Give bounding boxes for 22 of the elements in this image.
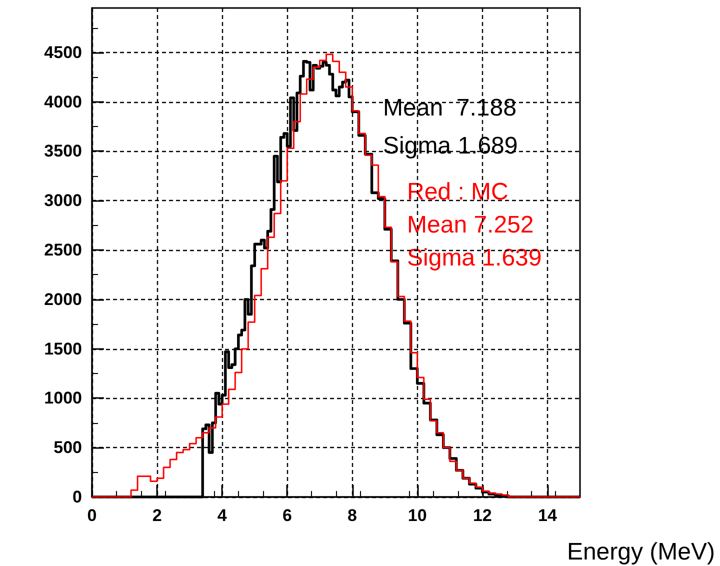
annotation: Red : MC bbox=[407, 178, 508, 206]
x-tick-label: 12 bbox=[472, 506, 492, 525]
x-tick-label: 0 bbox=[87, 506, 97, 525]
x-tick-label: 2 bbox=[152, 506, 162, 525]
x-tick-label: 14 bbox=[538, 506, 558, 525]
y-tick-label: 1000 bbox=[44, 388, 82, 408]
x-tick-label: 10 bbox=[408, 506, 427, 525]
x-tick-label: 4 bbox=[217, 506, 228, 525]
y-tick-label: 2000 bbox=[44, 290, 82, 309]
y-tick-label: 500 bbox=[54, 438, 82, 458]
y-tick-label: 3000 bbox=[44, 191, 82, 210]
x-tick-label: 8 bbox=[348, 506, 357, 525]
x-axis-title: Energy (MeV) bbox=[566, 538, 716, 566]
y-tick-label: 1500 bbox=[44, 339, 82, 358]
y-tick-label: 3500 bbox=[44, 142, 82, 161]
y-tick-label: 2500 bbox=[44, 240, 82, 260]
y-tick-label: 4500 bbox=[44, 42, 82, 62]
annotation: Mean 7.252 bbox=[407, 212, 534, 238]
y-tick-label: 4000 bbox=[44, 92, 82, 112]
y-tick-label: 0 bbox=[72, 488, 82, 506]
x-tick-label: 6 bbox=[282, 506, 292, 525]
annotation: Sigma 1.639 bbox=[407, 244, 542, 272]
